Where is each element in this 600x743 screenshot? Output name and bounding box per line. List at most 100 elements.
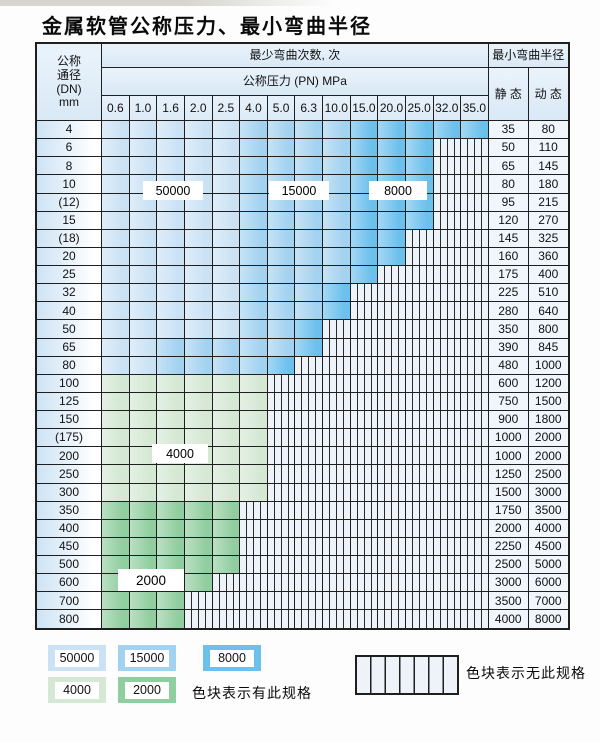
spec-cell	[240, 247, 268, 266]
spec-cell	[433, 193, 462, 212]
spec-cell	[350, 483, 379, 502]
dynamic-radius-cell: 360	[528, 247, 569, 266]
spec-cell	[433, 447, 462, 466]
static-radius-cell: 480	[488, 356, 529, 375]
spec-cell	[350, 519, 379, 538]
spec-cell	[129, 320, 158, 339]
spec-cell	[240, 175, 268, 194]
spec-cell	[129, 519, 158, 538]
dn-cell: 500	[37, 556, 102, 575]
spec-cell	[378, 211, 406, 230]
dn-cell: 450	[37, 537, 102, 556]
spec-cell	[102, 121, 130, 140]
spec-cell	[129, 483, 158, 502]
spec-cell	[323, 592, 351, 611]
spec-cell	[433, 320, 462, 339]
static-radius-cell: 145	[488, 229, 529, 248]
spec-cell	[433, 338, 462, 357]
spec-cell	[323, 374, 351, 393]
dynamic-radius-cell: 270	[528, 211, 569, 230]
spec-cell	[129, 374, 158, 393]
spec-cell	[184, 574, 213, 593]
cycles-label-15000: 15000	[269, 181, 329, 200]
dn-cell: 400	[37, 519, 102, 538]
dynamic-radius-cell: 1200	[528, 374, 569, 393]
spec-cell	[295, 483, 323, 502]
spec-cell	[240, 574, 268, 593]
spec-cell	[323, 139, 351, 158]
spec-cell	[323, 519, 351, 538]
spec-cell	[433, 610, 462, 629]
dn-cell: (18)	[37, 229, 102, 248]
spec-cell	[295, 537, 323, 556]
spec-cell	[102, 320, 130, 339]
legend-swatch-8000: 8000	[203, 645, 261, 671]
dn-cell: 20	[37, 247, 102, 266]
dynamic-radius-cell: 1000	[528, 356, 569, 375]
spec-cell	[267, 121, 296, 140]
dn-cell: 65	[37, 338, 102, 357]
spec-cell	[267, 537, 296, 556]
spec-cell	[405, 247, 434, 266]
spec-cell	[295, 211, 323, 230]
spec-cell	[323, 320, 351, 339]
spec-cell	[323, 338, 351, 357]
dynamic-radius-cell: 215	[528, 193, 569, 212]
dn-cell: 700	[37, 592, 102, 611]
static-radius-cell: 120	[488, 211, 529, 230]
spec-cell	[461, 465, 489, 484]
spec-cell	[157, 229, 185, 248]
spec-cell	[433, 211, 462, 230]
spec-cell	[240, 139, 268, 158]
spec-cell	[350, 211, 379, 230]
spec-cell	[350, 356, 379, 375]
spec-cell	[461, 392, 489, 411]
static-radius-cell: 2000	[488, 519, 529, 538]
spec-cell	[267, 411, 296, 430]
spec-cell	[350, 610, 379, 629]
spec-cell	[461, 356, 489, 375]
spec-cell	[405, 356, 434, 375]
spec-cell	[350, 338, 379, 357]
spec-cell	[184, 519, 213, 538]
spec-cell	[433, 483, 462, 502]
spec-cell	[350, 284, 379, 303]
spec-cell	[350, 429, 379, 448]
spec-cell	[405, 447, 434, 466]
spec-cell	[240, 374, 268, 393]
spec-cell	[102, 175, 130, 194]
static-radius-cell: 3500	[488, 592, 529, 611]
static-radius-cell: 95	[488, 193, 529, 212]
dynamic-radius-cell: 5000	[528, 556, 569, 575]
spec-cell	[433, 175, 462, 194]
spec-cell	[267, 157, 296, 176]
dynamic-radius-cell: 2000	[528, 447, 569, 466]
spec-cell	[378, 519, 406, 538]
spec-cell	[323, 121, 351, 140]
spec-cell	[461, 592, 489, 611]
spec-cell	[102, 211, 130, 230]
spec-cell	[350, 537, 379, 556]
spec-cell	[212, 501, 241, 520]
spec-cell	[129, 411, 158, 430]
spec-cell	[350, 374, 379, 393]
static-radius-cell: 280	[488, 302, 529, 321]
spec-cell	[184, 302, 213, 321]
dn-cell: 15	[37, 211, 102, 230]
spec-cell	[157, 356, 185, 375]
pressure-column-label: 25.0	[405, 96, 434, 121]
spec-cell	[433, 284, 462, 303]
static-radius-cell: 160	[488, 247, 529, 266]
spec-cell	[461, 157, 489, 176]
spec-cell	[157, 610, 185, 629]
dynamic-radius-cell: 800	[528, 320, 569, 339]
spec-cell	[405, 284, 434, 303]
static-radius-cell: 600	[488, 374, 529, 393]
spec-cell	[378, 284, 406, 303]
static-radius-cell: 1000	[488, 447, 529, 466]
spec-cell	[433, 356, 462, 375]
dn-header-line: 通径	[56, 67, 81, 82]
spec-cell	[433, 429, 462, 448]
dynamic-radius-cell: 80	[528, 121, 569, 140]
spec-cell	[102, 284, 130, 303]
